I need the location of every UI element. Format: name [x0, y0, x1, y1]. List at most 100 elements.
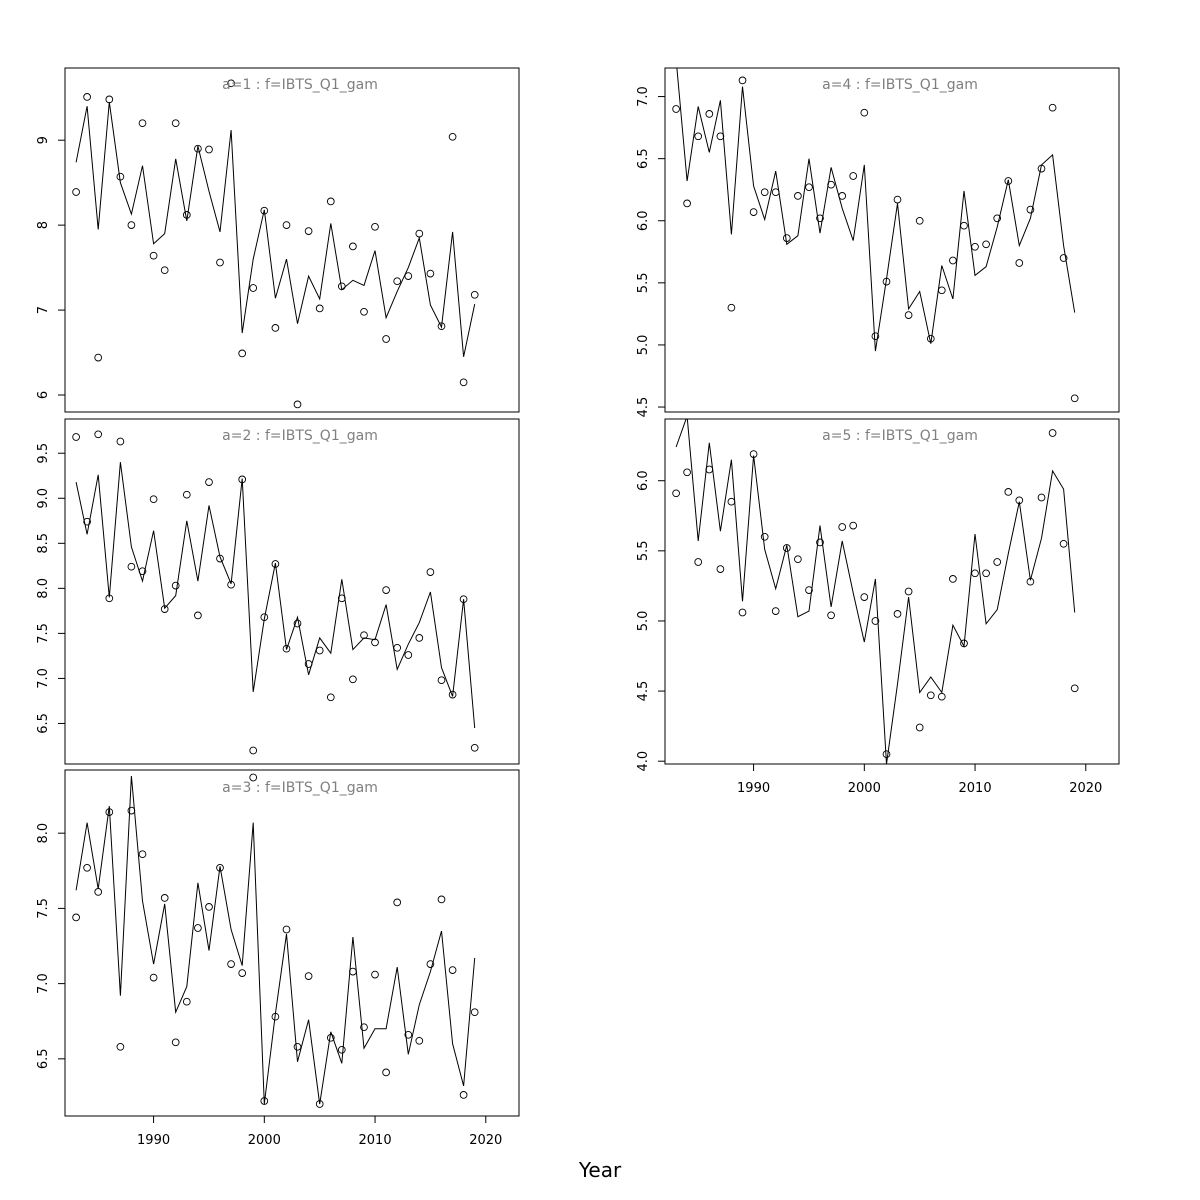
- fitted-line: [75, 101, 476, 357]
- observed-point: [860, 108, 869, 117]
- observed-point: [805, 183, 813, 192]
- observed-point: [694, 558, 703, 566]
- panel-frame: [64, 769, 520, 1117]
- y-tick-label: 5.0: [636, 335, 651, 356]
- observed-point: [782, 544, 791, 552]
- observed-point: [860, 593, 869, 601]
- data-marks: [672, 68, 1079, 403]
- observed-point: [459, 595, 468, 604]
- observed-point: [393, 643, 402, 652]
- y-tick-label: 7: [36, 306, 51, 314]
- panel-frame: [664, 418, 1120, 765]
- observed-point: [238, 349, 247, 358]
- observed-point: [83, 517, 91, 526]
- observed-point: [448, 132, 457, 141]
- observed-point: [993, 558, 1002, 566]
- observed-point: [459, 1091, 468, 1099]
- y-tick-label: 7.0: [36, 973, 51, 994]
- observed-point: [426, 269, 435, 278]
- observed-point: [915, 723, 924, 732]
- observed-point: [94, 353, 103, 362]
- observed-point: [937, 692, 946, 701]
- observed-point: [72, 188, 80, 196]
- observed-point: [771, 188, 780, 197]
- observed-point: [982, 569, 990, 578]
- observed-point: [782, 234, 791, 242]
- y-tick-label: 7.0: [36, 668, 51, 689]
- observed-point: [127, 221, 136, 229]
- observed-point: [794, 192, 802, 200]
- observed-point: [838, 192, 847, 200]
- y-tick-label: 9.0: [36, 488, 51, 509]
- observed-point: [182, 211, 191, 219]
- panel-title: a=2 : f=IBTS_Q1_gam: [222, 428, 378, 444]
- y-tick-label: 7.5: [36, 898, 51, 919]
- observed-point: [127, 806, 136, 815]
- observed-point: [1015, 496, 1024, 505]
- observed-point: [249, 773, 258, 782]
- observed-point: [271, 1012, 280, 1021]
- observed-point: [1048, 429, 1057, 437]
- observed-point: [727, 497, 736, 506]
- observed-point: [816, 214, 824, 223]
- observed-point: [705, 465, 714, 474]
- panel-a4: a=4 : f=IBTS_Q1_gam 4.5 5.0 5.5 6.0 6.5 7.0: [636, 67, 1120, 417]
- observed-point: [171, 119, 180, 128]
- x-axis-label: Year: [578, 1158, 622, 1182]
- observed-point: [760, 188, 769, 197]
- observed-point: [260, 1097, 269, 1105]
- observed-point: [1015, 259, 1024, 267]
- y-tick-label: 9: [36, 136, 51, 144]
- observed-point: [105, 594, 114, 603]
- observed-point: [816, 538, 824, 547]
- observed-point: [227, 79, 235, 88]
- panel-title: a=1 : f=IBTS_Q1_gam: [222, 77, 378, 93]
- observed-point: [949, 256, 957, 265]
- observed-point: [105, 95, 114, 104]
- observed-point: [1004, 488, 1013, 496]
- panel-title: a=5 : f=IBTS_Q1_gam: [822, 428, 978, 444]
- y-tick-label: 6.0: [636, 210, 651, 231]
- observed-point: [105, 808, 114, 816]
- observed-point: [282, 644, 291, 653]
- x-tick-label: 2000: [848, 781, 881, 796]
- observed-point: [393, 277, 402, 286]
- observed-point: [337, 282, 346, 291]
- observed-point: [205, 903, 213, 911]
- observed-point: [216, 554, 224, 563]
- panel-a2: a=2 : f=IBTS_Q1_gam 6.5 7.0 7.5 8.0 8.5 9.0 9.…: [36, 418, 520, 765]
- observed-point: [216, 258, 224, 267]
- panel-title: a=3 : f=IBTS_Q1_gam: [222, 780, 378, 796]
- x-tick-label: 2000: [248, 1133, 281, 1148]
- observed-point: [738, 76, 747, 85]
- fitted-line: [75, 775, 476, 1105]
- observed-point: [982, 240, 990, 249]
- observed-point: [337, 594, 346, 603]
- observed-point: [415, 229, 424, 238]
- observed-point: [127, 562, 136, 571]
- observed-point: [459, 378, 468, 387]
- observed-point: [426, 568, 435, 576]
- observed-point: [949, 575, 957, 583]
- observed-point: [194, 611, 202, 620]
- observed-point: [393, 898, 402, 907]
- observed-point: [849, 521, 858, 530]
- observed-point: [94, 888, 103, 896]
- x-tick-label: 1990: [737, 781, 770, 796]
- observed-point: [371, 970, 379, 979]
- observed-point: [971, 242, 979, 251]
- x-tick-label: 2020: [469, 1133, 502, 1148]
- observed-point: [205, 145, 213, 154]
- observed-point: [271, 324, 280, 332]
- observed-point: [116, 1042, 125, 1051]
- observed-point: [960, 221, 968, 230]
- observed-point: [683, 199, 691, 208]
- observed-point: [94, 430, 103, 439]
- observed-point: [1048, 103, 1057, 112]
- x-tick-label: 2010: [959, 781, 992, 796]
- observed-point: [194, 144, 202, 153]
- observed-point: [904, 311, 913, 319]
- observed-point: [326, 1033, 335, 1042]
- observed-point: [282, 221, 291, 229]
